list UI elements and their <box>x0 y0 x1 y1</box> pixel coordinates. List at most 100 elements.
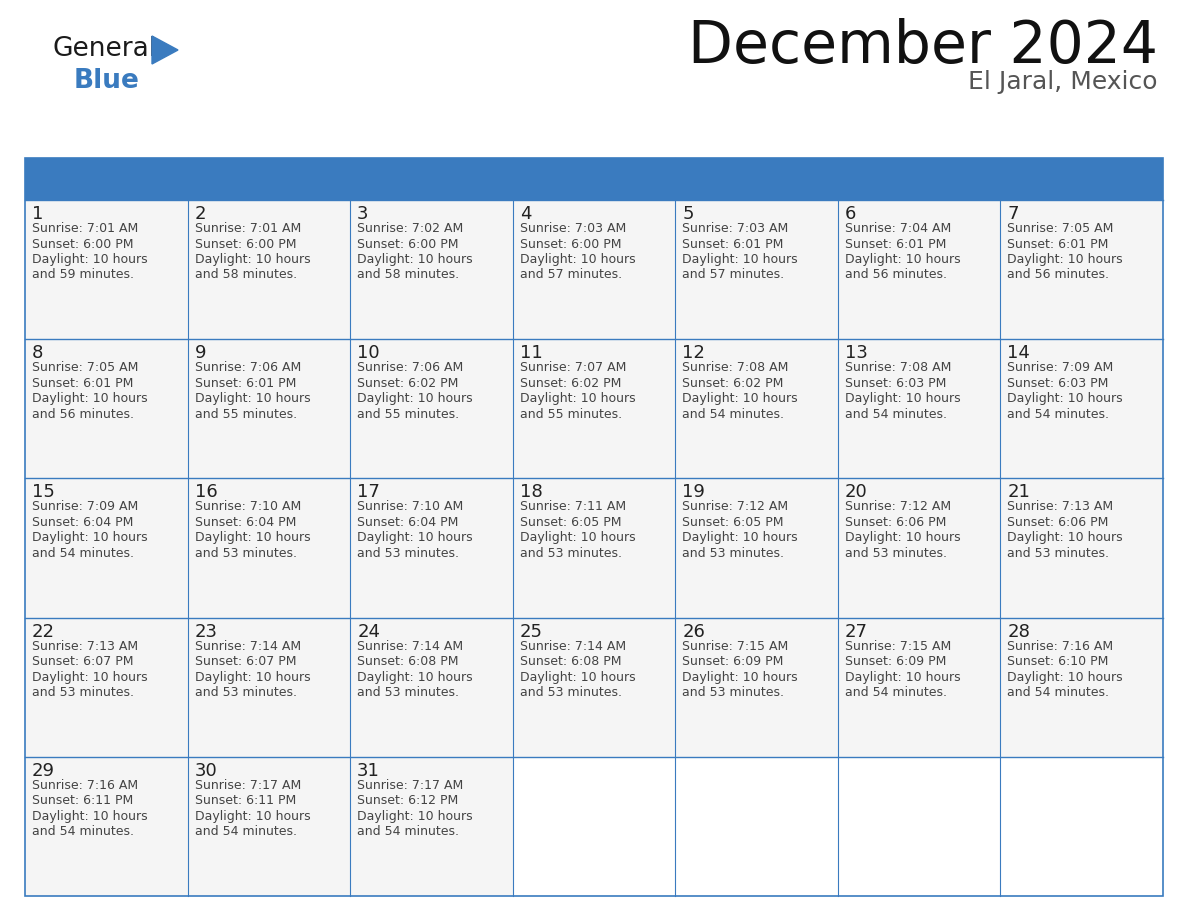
Text: Daylight: 10 hours: Daylight: 10 hours <box>358 810 473 823</box>
Text: 17: 17 <box>358 484 380 501</box>
Text: Sunset: 6:11 PM: Sunset: 6:11 PM <box>195 794 296 807</box>
Text: Daylight: 10 hours: Daylight: 10 hours <box>358 392 473 405</box>
Text: Blue: Blue <box>74 68 140 94</box>
Text: Daylight: 10 hours: Daylight: 10 hours <box>682 253 798 266</box>
Text: Sunrise: 7:01 AM: Sunrise: 7:01 AM <box>32 222 138 235</box>
Text: 23: 23 <box>195 622 217 641</box>
Text: Sunrise: 7:11 AM: Sunrise: 7:11 AM <box>519 500 626 513</box>
Bar <box>1000 756 1163 896</box>
Text: 20: 20 <box>845 484 867 501</box>
Bar <box>675 618 838 756</box>
Text: Friday: Friday <box>845 170 906 188</box>
Text: Sunrise: 7:16 AM: Sunrise: 7:16 AM <box>1007 640 1113 653</box>
Text: Daylight: 10 hours: Daylight: 10 hours <box>1007 532 1123 544</box>
Text: Monday: Monday <box>195 170 273 188</box>
Bar <box>675 339 838 478</box>
Text: Sunrise: 7:03 AM: Sunrise: 7:03 AM <box>682 222 789 235</box>
Text: Sunset: 6:09 PM: Sunset: 6:09 PM <box>845 655 946 668</box>
Text: Daylight: 10 hours: Daylight: 10 hours <box>682 671 798 684</box>
Bar <box>675 756 838 896</box>
Bar <box>513 756 675 896</box>
Text: Sunrise: 7:02 AM: Sunrise: 7:02 AM <box>358 222 463 235</box>
Text: Sunrise: 7:12 AM: Sunrise: 7:12 AM <box>845 500 950 513</box>
Text: 27: 27 <box>845 622 868 641</box>
Text: 31: 31 <box>358 762 380 779</box>
Text: and 54 minutes.: and 54 minutes. <box>1007 686 1110 700</box>
Text: Sunset: 6:04 PM: Sunset: 6:04 PM <box>358 516 459 529</box>
Text: Sunset: 6:04 PM: Sunset: 6:04 PM <box>195 516 296 529</box>
Text: Sunrise: 7:17 AM: Sunrise: 7:17 AM <box>195 778 301 792</box>
Text: Sunset: 6:11 PM: Sunset: 6:11 PM <box>32 794 133 807</box>
Text: Sunset: 6:03 PM: Sunset: 6:03 PM <box>845 376 946 390</box>
Bar <box>675 478 838 618</box>
Polygon shape <box>152 36 178 64</box>
Text: 7: 7 <box>1007 205 1019 223</box>
Bar <box>188 478 350 618</box>
Bar <box>513 618 675 756</box>
Bar <box>188 200 350 339</box>
Bar <box>1000 478 1163 618</box>
Text: Sunrise: 7:12 AM: Sunrise: 7:12 AM <box>682 500 789 513</box>
Text: Daylight: 10 hours: Daylight: 10 hours <box>358 532 473 544</box>
Text: and 53 minutes.: and 53 minutes. <box>845 547 947 560</box>
Bar <box>675 200 838 339</box>
Text: and 53 minutes.: and 53 minutes. <box>358 547 459 560</box>
Text: and 56 minutes.: and 56 minutes. <box>1007 268 1110 282</box>
Text: 6: 6 <box>845 205 857 223</box>
Text: 22: 22 <box>32 622 55 641</box>
Bar <box>513 339 675 478</box>
Bar <box>675 756 838 896</box>
Text: Sunrise: 7:15 AM: Sunrise: 7:15 AM <box>845 640 952 653</box>
Text: Sunrise: 7:06 AM: Sunrise: 7:06 AM <box>195 361 301 375</box>
Text: and 53 minutes.: and 53 minutes. <box>195 686 297 700</box>
Text: Sunset: 6:07 PM: Sunset: 6:07 PM <box>32 655 133 668</box>
Text: 10: 10 <box>358 344 380 363</box>
Bar <box>513 478 675 618</box>
Text: and 53 minutes.: and 53 minutes. <box>1007 547 1110 560</box>
Text: Sunrise: 7:09 AM: Sunrise: 7:09 AM <box>1007 361 1113 375</box>
Text: Sunset: 6:00 PM: Sunset: 6:00 PM <box>358 238 459 251</box>
Text: Sunset: 6:06 PM: Sunset: 6:06 PM <box>1007 516 1108 529</box>
Text: Sunrise: 7:14 AM: Sunrise: 7:14 AM <box>195 640 301 653</box>
Text: Sunset: 6:02 PM: Sunset: 6:02 PM <box>358 376 459 390</box>
Bar <box>25 478 188 618</box>
Text: 13: 13 <box>845 344 867 363</box>
Text: Daylight: 10 hours: Daylight: 10 hours <box>682 532 798 544</box>
Text: General: General <box>52 36 156 62</box>
Text: Sunset: 6:06 PM: Sunset: 6:06 PM <box>845 516 946 529</box>
Text: 30: 30 <box>195 762 217 779</box>
Text: 12: 12 <box>682 344 706 363</box>
Text: Sunrise: 7:06 AM: Sunrise: 7:06 AM <box>358 361 463 375</box>
Text: 18: 18 <box>519 484 543 501</box>
Text: Sunset: 6:01 PM: Sunset: 6:01 PM <box>845 238 946 251</box>
Text: Sunset: 6:08 PM: Sunset: 6:08 PM <box>358 655 459 668</box>
Text: Daylight: 10 hours: Daylight: 10 hours <box>845 532 960 544</box>
Text: 21: 21 <box>1007 484 1030 501</box>
Text: Sunrise: 7:10 AM: Sunrise: 7:10 AM <box>195 500 301 513</box>
Text: Daylight: 10 hours: Daylight: 10 hours <box>519 532 636 544</box>
Text: Sunset: 6:01 PM: Sunset: 6:01 PM <box>195 376 296 390</box>
Bar <box>838 200 1000 339</box>
Text: Thursday: Thursday <box>682 170 776 188</box>
Text: Daylight: 10 hours: Daylight: 10 hours <box>845 253 960 266</box>
Text: and 53 minutes.: and 53 minutes. <box>32 686 134 700</box>
Bar <box>25 200 188 339</box>
Bar <box>350 478 513 618</box>
Text: Sunset: 6:02 PM: Sunset: 6:02 PM <box>682 376 784 390</box>
Text: 3: 3 <box>358 205 368 223</box>
Text: Sunset: 6:00 PM: Sunset: 6:00 PM <box>32 238 133 251</box>
Text: and 58 minutes.: and 58 minutes. <box>195 268 297 282</box>
Bar <box>350 339 513 478</box>
Text: and 54 minutes.: and 54 minutes. <box>845 686 947 700</box>
Text: and 57 minutes.: and 57 minutes. <box>519 268 621 282</box>
Bar <box>513 756 675 896</box>
Text: El Jaral, Mexico: El Jaral, Mexico <box>968 70 1158 94</box>
Text: Sunrise: 7:13 AM: Sunrise: 7:13 AM <box>32 640 138 653</box>
Text: 26: 26 <box>682 622 706 641</box>
Bar <box>1000 618 1163 756</box>
Text: and 59 minutes.: and 59 minutes. <box>32 268 134 282</box>
Text: 15: 15 <box>32 484 55 501</box>
Text: Sunset: 6:09 PM: Sunset: 6:09 PM <box>682 655 784 668</box>
Text: and 56 minutes.: and 56 minutes. <box>845 268 947 282</box>
Text: Daylight: 10 hours: Daylight: 10 hours <box>519 392 636 405</box>
